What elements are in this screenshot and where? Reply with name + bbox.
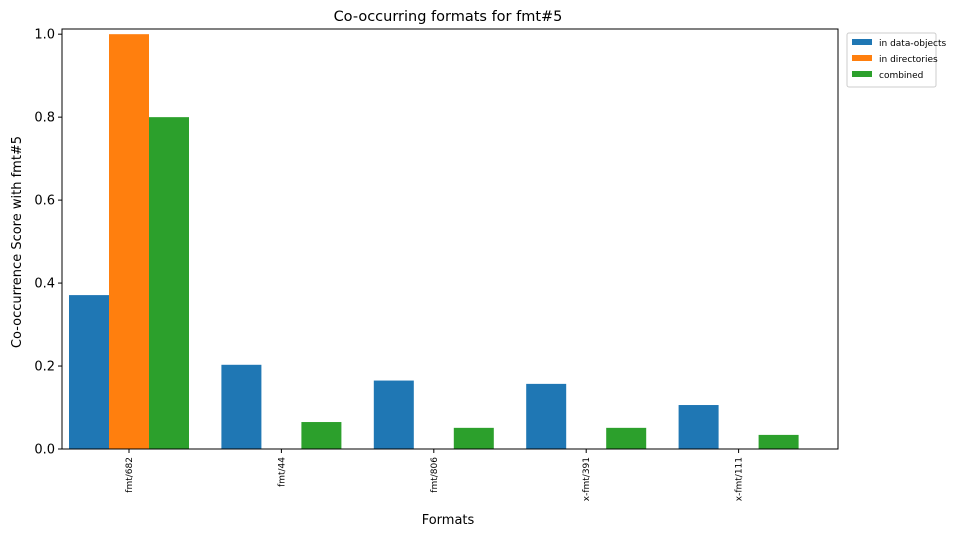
legend: in data-objects in directories combined — [846, 32, 946, 88]
axes-layer: fmt/682 fmt/44 fmt/806 x-fmt/391 x-fmt/111 0.… — [34, 28, 839, 501]
bar-in-data-objects-fmt-682 — [69, 295, 109, 449]
x-tick-label: fmt/682 — [125, 457, 135, 493]
bar-combined-fmt-682 — [149, 117, 189, 450]
legend-swatch — [852, 55, 872, 61]
y-tick-label: 1.0 — [34, 28, 55, 43]
y-axis-label: Co-occurrence Score with fmt#5 — [10, 136, 25, 348]
bar-in-directories-fmt-682 — [109, 34, 149, 450]
x-tick-label: fmt/806 — [430, 457, 440, 493]
bar-combined-x-fmt-391 — [606, 427, 647, 449]
x-tick-label: x-fmt/111 — [735, 457, 745, 501]
legend-swatch — [852, 71, 872, 77]
y-tick-label: 0.2 — [34, 360, 55, 375]
legend-label: in data-objects — [879, 39, 946, 49]
x-tick-label: fmt/44 — [277, 457, 287, 487]
chart-title: Co-occurring formats for fmt#5 — [334, 9, 563, 25]
y-tick-label: 0.4 — [34, 277, 55, 292]
bar-combined-x-fmt-111 — [758, 434, 799, 449]
y-tick-label: 0.0 — [34, 443, 55, 458]
bar-in-data-objects-x-fmt-391 — [526, 383, 567, 449]
x-tick-label: x-fmt/391 — [582, 457, 592, 501]
bar-in-data-objects-fmt-806 — [373, 380, 414, 449]
plot-frame — [61, 28, 839, 450]
bar-in-data-objects-fmt-44 — [221, 364, 262, 449]
bars-layer — [69, 34, 799, 450]
legend-label: in directories — [879, 55, 938, 65]
bar-in-data-objects-x-fmt-111 — [678, 405, 719, 449]
y-tick-label: 0.6 — [34, 194, 55, 209]
legend-label: combined — [879, 71, 923, 81]
bar-combined-fmt-44 — [301, 422, 342, 449]
x-axis-label: Formats — [422, 513, 475, 528]
legend-swatch — [852, 39, 872, 45]
y-tick-label: 0.8 — [34, 111, 55, 126]
bar-combined-fmt-806 — [453, 427, 494, 449]
